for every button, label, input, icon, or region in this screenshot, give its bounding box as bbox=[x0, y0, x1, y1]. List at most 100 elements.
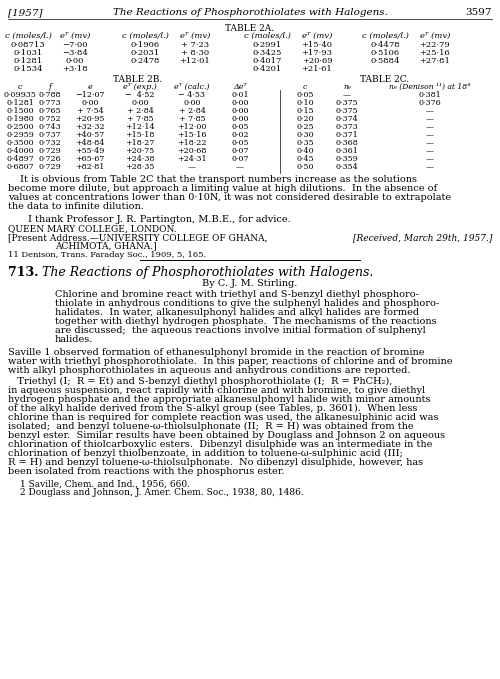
Text: +20·69: +20·69 bbox=[302, 57, 332, 65]
Text: 1 Saville, Chem. and Ind., 1956, 660.: 1 Saville, Chem. and Ind., 1956, 660. bbox=[20, 480, 190, 489]
Text: +15·16: +15·16 bbox=[177, 131, 207, 139]
Text: c (moles/l.): c (moles/l.) bbox=[4, 32, 52, 40]
Text: in aqueous suspension, react rapidly with chlorine and with bromine, to give die: in aqueous suspension, react rapidly wit… bbox=[8, 386, 425, 395]
Text: The Reactions of Phosphorothiolates with Halogens.: The Reactions of Phosphorothiolates with… bbox=[42, 266, 374, 279]
Text: eᵀ (exp.): eᵀ (exp.) bbox=[123, 83, 157, 91]
Text: hydrogen phosphate and the appropriate alkanesulphonyl halide with minor amounts: hydrogen phosphate and the appropriate a… bbox=[8, 395, 430, 404]
Text: water with triethyl phosphorothiolate.  In this paper, reactions of chlorine and: water with triethyl phosphorothiolate. I… bbox=[8, 357, 452, 366]
Text: eᵀ (mv): eᵀ (mv) bbox=[60, 32, 90, 40]
Text: 0·5106: 0·5106 bbox=[370, 49, 400, 57]
Text: −7·00: −7·00 bbox=[62, 41, 88, 49]
Text: 0·15: 0·15 bbox=[296, 107, 314, 115]
Text: I thank Professor J. R. Partington, M.B.E., for advice.: I thank Professor J. R. Partington, M.B.… bbox=[28, 215, 291, 224]
Text: 0·1980: 0·1980 bbox=[6, 115, 34, 123]
Text: Chlorine and bromine react with triethyl and S-benzyl diethyl phosphoro-: Chlorine and bromine react with triethyl… bbox=[55, 290, 419, 299]
Text: 0·5884: 0·5884 bbox=[370, 57, 400, 65]
Text: +12·14: +12·14 bbox=[125, 123, 155, 131]
Text: 0·05: 0·05 bbox=[231, 139, 249, 147]
Text: [Received, March 29th, 1957.]: [Received, March 29th, 1957.] bbox=[352, 233, 492, 242]
Text: 0·00: 0·00 bbox=[231, 99, 249, 107]
Text: 0·361: 0·361 bbox=[336, 147, 358, 155]
Text: —: — bbox=[426, 123, 434, 131]
Text: 0·374: 0·374 bbox=[336, 115, 358, 123]
Text: 0·01: 0·01 bbox=[231, 91, 249, 99]
Text: TABLE 2B.: TABLE 2B. bbox=[114, 75, 162, 84]
Text: 0·752: 0·752 bbox=[38, 115, 62, 123]
Text: c (moles/l.): c (moles/l.) bbox=[244, 32, 290, 40]
Text: 0·00: 0·00 bbox=[81, 99, 99, 107]
Text: 0·788: 0·788 bbox=[39, 91, 61, 99]
Text: 0·2500: 0·2500 bbox=[6, 123, 34, 131]
Text: 0·2959: 0·2959 bbox=[6, 131, 34, 139]
Text: halides.: halides. bbox=[55, 335, 94, 344]
Text: +15·40: +15·40 bbox=[302, 41, 332, 49]
Text: f: f bbox=[48, 83, 51, 91]
Text: 0·1906: 0·1906 bbox=[130, 41, 160, 49]
Text: become more dilute, but approach a limiting value at high dilutions.  In the abs: become more dilute, but approach a limit… bbox=[8, 184, 437, 193]
Text: ACHIMOTA, GHANA.]: ACHIMOTA, GHANA.] bbox=[55, 241, 156, 250]
Text: with alkyl phosphorothiolates in aqueous and anhydrous conditions are reported.: with alkyl phosphorothiolates in aqueous… bbox=[8, 366, 410, 375]
Text: Saville 1 observed formation of ethanesulphonyl bromide in the reaction of bromi: Saville 1 observed formation of ethanesu… bbox=[8, 348, 424, 357]
Text: +40·57: +40·57 bbox=[76, 131, 104, 139]
Text: By C. J. M. Stirling.: By C. J. M. Stirling. bbox=[202, 279, 298, 288]
Text: c: c bbox=[303, 83, 307, 91]
Text: + 2·84: + 2·84 bbox=[178, 107, 206, 115]
Text: 0·1500: 0·1500 bbox=[6, 107, 34, 115]
Text: +15·18: +15·18 bbox=[126, 131, 154, 139]
Text: —: — bbox=[343, 91, 351, 99]
Text: +24·31: +24·31 bbox=[177, 155, 207, 163]
Text: +22·79: +22·79 bbox=[420, 41, 450, 49]
Text: 0·3425: 0·3425 bbox=[252, 49, 282, 57]
Text: +18·22: +18·22 bbox=[177, 139, 207, 147]
Text: eᵀ (calc.): eᵀ (calc.) bbox=[174, 83, 210, 91]
Text: 0·20: 0·20 bbox=[296, 115, 314, 123]
Text: +3·18: +3·18 bbox=[62, 65, 88, 73]
Text: e: e bbox=[88, 83, 92, 91]
Text: together with diethyl hydrogen phosphate.  The mechanisms of the reactions: together with diethyl hydrogen phosphate… bbox=[55, 317, 436, 326]
Text: nₑ: nₑ bbox=[343, 83, 351, 91]
Text: +20·75: +20·75 bbox=[126, 147, 154, 155]
Text: R = H) and benzyl toluene-ω-thiolsulphonate.  No dibenzyl disulphide, however, h: R = H) and benzyl toluene-ω-thiolsulphon… bbox=[8, 458, 423, 467]
Text: eᵀ (mv): eᵀ (mv) bbox=[420, 32, 450, 40]
Text: 0·6807: 0·6807 bbox=[6, 163, 34, 171]
Text: +18·27: +18·27 bbox=[126, 139, 154, 147]
Text: —: — bbox=[426, 155, 434, 163]
Text: —: — bbox=[188, 163, 196, 171]
Text: 0·765: 0·765 bbox=[38, 107, 62, 115]
Text: 0·10: 0·10 bbox=[296, 99, 314, 107]
Text: —: — bbox=[426, 147, 434, 155]
Text: +32·32: +32·32 bbox=[75, 123, 105, 131]
Text: 0·729: 0·729 bbox=[38, 147, 62, 155]
Text: 0·09935: 0·09935 bbox=[4, 91, 36, 99]
Text: 0·4897: 0·4897 bbox=[6, 155, 34, 163]
Text: 0·07: 0·07 bbox=[231, 155, 249, 163]
Text: —: — bbox=[426, 139, 434, 147]
Text: 713.: 713. bbox=[8, 266, 38, 279]
Text: c (moles/l.): c (moles/l.) bbox=[122, 32, 168, 40]
Text: 0·00: 0·00 bbox=[231, 107, 249, 115]
Text: been isolated from reactions with the phosphorus ester.: been isolated from reactions with the ph… bbox=[8, 467, 284, 476]
Text: 0·1031: 0·1031 bbox=[14, 49, 42, 57]
Text: eᵀ (mv): eᵀ (mv) bbox=[180, 32, 210, 40]
Text: halidates.  In water, alkanesulphonyl halides and alkyl halides are formed: halidates. In water, alkanesulphonyl hal… bbox=[55, 308, 419, 317]
Text: 0·375: 0·375 bbox=[336, 107, 358, 115]
Text: 0·368: 0·368 bbox=[336, 139, 358, 147]
Text: 0·1281: 0·1281 bbox=[14, 57, 42, 65]
Text: 0·373: 0·373 bbox=[336, 123, 358, 131]
Text: +82·81: +82·81 bbox=[76, 163, 104, 171]
Text: 0·05: 0·05 bbox=[296, 91, 314, 99]
Text: 0·40: 0·40 bbox=[296, 147, 314, 155]
Text: —: — bbox=[236, 163, 244, 171]
Text: 0·45: 0·45 bbox=[296, 155, 314, 163]
Text: +25·16: +25·16 bbox=[420, 49, 450, 57]
Text: 0·773: 0·773 bbox=[38, 99, 62, 107]
Text: benzyl ester.  Similar results have been obtained by Douglass and Johnson 2 on a: benzyl ester. Similar results have been … bbox=[8, 431, 445, 440]
Text: Δeᵀ: Δeᵀ bbox=[233, 83, 247, 91]
Text: the data to infinite dilution.: the data to infinite dilution. bbox=[8, 202, 144, 211]
Text: 0·376: 0·376 bbox=[418, 99, 442, 107]
Text: +24·38: +24·38 bbox=[125, 155, 155, 163]
Text: c (moles/l.): c (moles/l.) bbox=[362, 32, 408, 40]
Text: thiolate in anhydrous conditions to give the sulphenyl halides and phosphoro-: thiolate in anhydrous conditions to give… bbox=[55, 299, 439, 308]
Text: 2 Douglass and Johnson, J. Amer. Chem. Soc., 1938, 80, 1486.: 2 Douglass and Johnson, J. Amer. Chem. S… bbox=[20, 488, 304, 497]
Text: values at concentrations lower than 0·10N, it was not considered desirable to ex: values at concentrations lower than 0·10… bbox=[8, 193, 451, 202]
